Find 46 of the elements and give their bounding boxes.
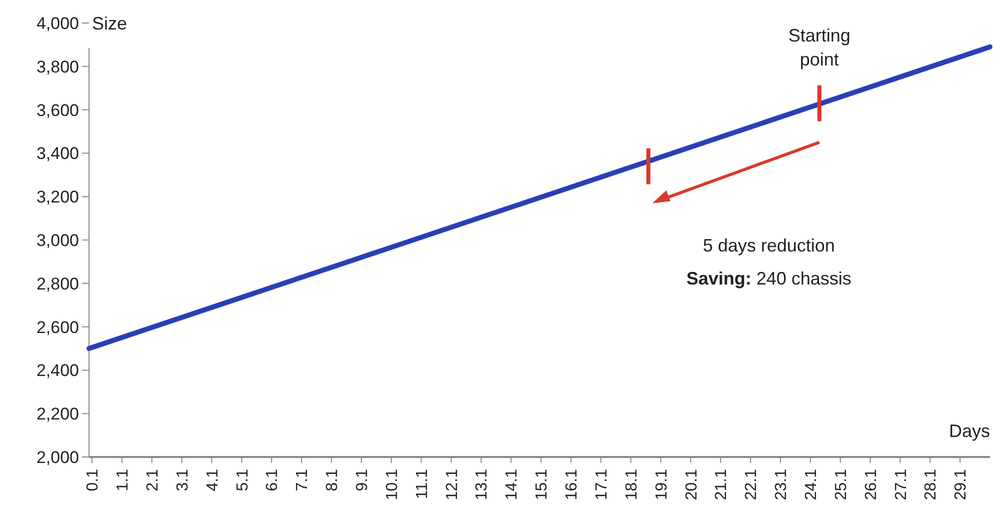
- x-tick-label: 23.1: [773, 468, 790, 500]
- y-tick-label: 2,800: [36, 274, 79, 294]
- x-tick-label: 12.1: [444, 468, 461, 500]
- x-tick-label: 11.1: [414, 468, 431, 499]
- x-axis-title: Days: [948, 421, 990, 441]
- x-tick-label: 20.1: [683, 468, 700, 500]
- x-tick-label: 16.1: [564, 468, 581, 500]
- x-tick-label: 18.1: [623, 468, 640, 500]
- y-tick-label: 2,400: [36, 361, 79, 380]
- x-tick-label: 24.1: [803, 468, 820, 500]
- x-tick-label: 15.1: [534, 468, 551, 500]
- x-tick-label: 4.1: [204, 468, 222, 492]
- x-tick-label: 29.1: [952, 468, 970, 500]
- x-tick-label: 0.1: [84, 468, 102, 492]
- y-tick-label: 2,200: [36, 404, 79, 424]
- x-tick-label: 9.1: [354, 468, 371, 492]
- x-tick-label: 17.1: [593, 468, 610, 500]
- x-tick-label: 8.1: [324, 468, 342, 492]
- y-tick-label: 2,600: [36, 318, 79, 337]
- x-tick-label: 1.1: [114, 468, 132, 492]
- x-tick-label: 2.1: [144, 468, 162, 492]
- annotation: 5 days reduction: [702, 235, 835, 256]
- x-tick-label: 21.1: [713, 468, 730, 500]
- x-tick-label: 14.1: [504, 468, 521, 500]
- y-axis-title: Size: [92, 13, 128, 34]
- annotation: Saving: 240 chassis: [686, 268, 852, 288]
- x-tick-label: 10.1: [384, 468, 401, 500]
- x-tick-label: 26.1: [862, 468, 880, 500]
- y-tick-label: 3,000: [36, 230, 79, 250]
- y-tick-label: 3,600: [36, 100, 79, 120]
- x-tick-label: 5.1: [234, 468, 252, 492]
- y-tick-label: 3,800: [36, 57, 79, 76]
- x-tick-label: 19.1: [653, 468, 670, 500]
- x-tick-label: 28.1: [922, 468, 940, 500]
- y-tick-label: 2,000: [36, 448, 79, 467]
- x-tick-label: 6.1: [264, 468, 282, 492]
- x-tick-label: 25.1: [832, 468, 850, 500]
- x-tick-label: 7.1: [294, 468, 312, 492]
- y-tick-label: 3,200: [36, 188, 79, 207]
- x-tick-label: 27.1: [892, 468, 910, 500]
- y-tick-label: 3,400: [36, 144, 79, 164]
- x-tick-label: 22.1: [743, 468, 760, 500]
- annotation: Starting point: [788, 25, 850, 70]
- y-tick-label: 4,000: [36, 14, 79, 33]
- x-tick-label: 13.1: [474, 468, 491, 500]
- x-tick-label: 3.1: [174, 468, 192, 492]
